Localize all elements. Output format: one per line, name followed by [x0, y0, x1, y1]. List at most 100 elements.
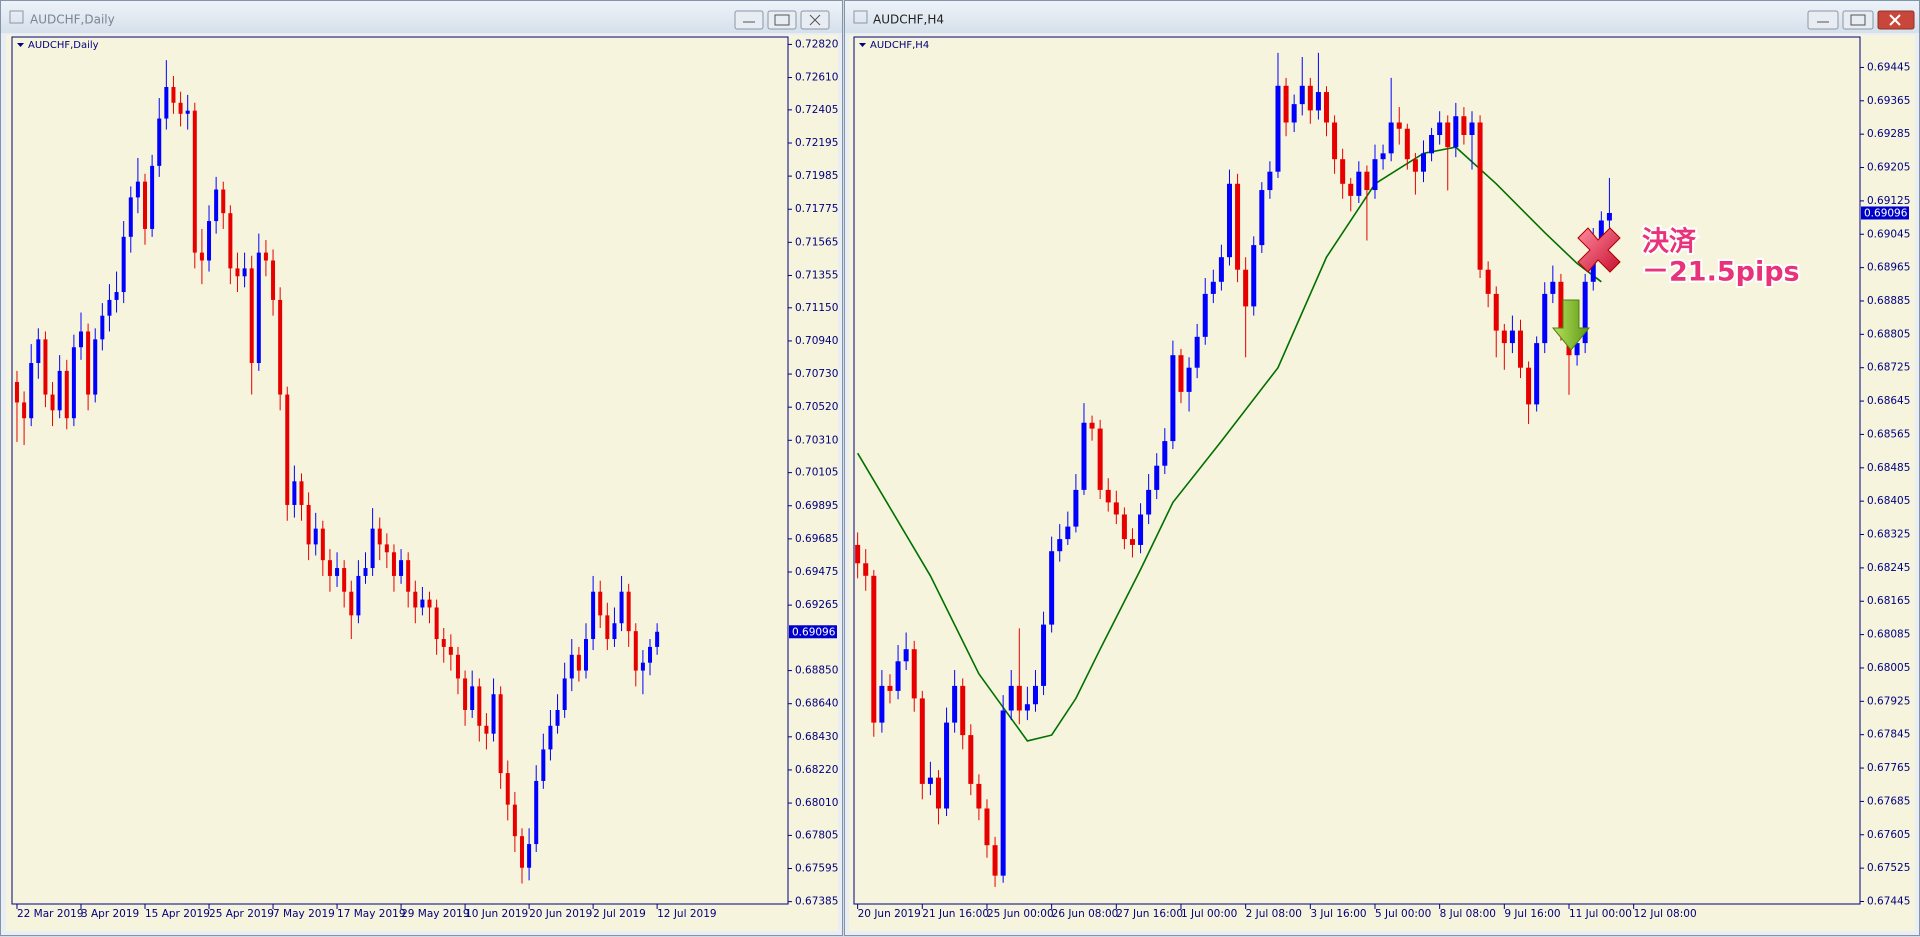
candle-body	[1041, 624, 1047, 686]
candle-body	[299, 481, 304, 505]
minimize-button[interactable]	[1807, 10, 1839, 30]
x-tick-label: 10 Jun 2019	[465, 908, 528, 920]
candle-body	[1332, 122, 1338, 160]
candle-body	[399, 560, 404, 576]
candle-body	[363, 568, 368, 576]
candle-body	[377, 528, 382, 545]
candle-body	[1469, 122, 1475, 136]
window-title: AUDCHF,H4	[873, 13, 944, 27]
candle-body	[214, 189, 219, 222]
x-tick-label: 27 Jun 16:00	[1116, 908, 1183, 920]
price-label: 0.69096	[792, 626, 836, 638]
candle-body	[1154, 465, 1160, 490]
candle-body	[984, 808, 990, 846]
candle-body	[263, 252, 268, 261]
candle-body	[1526, 367, 1532, 405]
price-label: 0.69096	[1864, 207, 1908, 219]
candle-body	[1364, 171, 1370, 191]
x-tick-label: 1 Jul 00:00	[1181, 908, 1237, 920]
price-label-box	[789, 625, 837, 639]
candle-body	[1194, 336, 1200, 368]
down-arrow-icon	[1551, 299, 1591, 351]
candle-body	[121, 236, 126, 293]
candle-body	[655, 631, 660, 647]
y-tick-label: 0.67525	[1867, 862, 1910, 874]
y-tick-label: 0.67595	[795, 863, 838, 875]
candle-body	[455, 654, 460, 679]
candle-body	[1275, 85, 1281, 172]
candle-body	[171, 86, 176, 103]
y-tick-label: 0.69895	[795, 500, 838, 512]
x-tick-label: 5 Jul 00:00	[1375, 908, 1431, 920]
candle-body	[1032, 685, 1038, 705]
candle-body	[484, 725, 489, 734]
candle-body	[1267, 171, 1273, 191]
y-tick-label: 0.69365	[1867, 95, 1910, 107]
y-tick-label: 0.71565	[795, 236, 838, 248]
candle-body	[86, 331, 91, 395]
y-tick-label: 0.69045	[1867, 228, 1910, 240]
candle-body	[29, 363, 34, 419]
y-tick-label: 0.69285	[1867, 128, 1910, 140]
x-tick-label: 2 Jul 08:00	[1246, 908, 1302, 920]
x-tick-label: 7 May 2019	[273, 908, 335, 920]
maximize-button[interactable]	[1842, 10, 1874, 30]
candle-body	[306, 504, 311, 545]
candle-body	[1121, 514, 1127, 540]
y-tick-label: 0.68245	[1867, 562, 1910, 574]
candle-body	[1558, 281, 1564, 331]
candle-body	[93, 339, 98, 395]
candle-body	[887, 685, 893, 691]
candle-body	[1380, 153, 1386, 160]
y-tick-label: 0.70730	[795, 368, 838, 380]
y-tick-label: 0.67805	[795, 829, 838, 841]
candle-body	[434, 607, 439, 640]
candle-body	[1259, 190, 1265, 246]
title-bar	[845, 1, 1919, 33]
candle-body	[1008, 685, 1014, 711]
minimize-button[interactable]	[734, 10, 764, 30]
candle-body	[207, 221, 212, 261]
candle-body	[1420, 153, 1426, 172]
close-icon	[1577, 227, 1621, 273]
title-bar	[1, 1, 842, 33]
candle-body	[22, 402, 27, 419]
candle-body	[1477, 122, 1483, 270]
y-tick-label: 0.68850	[795, 665, 838, 677]
maximize-button[interactable]	[767, 10, 797, 30]
y-tick-label: 0.69685	[795, 533, 838, 545]
candle-body	[36, 339, 41, 364]
candle-body	[285, 394, 290, 505]
x-tick-label: 26 Jun 08:00	[1052, 908, 1119, 920]
candle-body	[1081, 422, 1087, 490]
y-tick-label: 0.70940	[795, 335, 838, 347]
candle-body	[57, 370, 62, 411]
candle-body	[527, 844, 532, 868]
candle-body	[626, 591, 631, 632]
y-tick-label: 0.68725	[1867, 362, 1910, 374]
y-tick-label: 0.71150	[795, 302, 838, 314]
candle-body	[107, 299, 112, 316]
y-tick-label: 0.68165	[1867, 595, 1910, 607]
candle-body	[548, 725, 553, 750]
x-tick-label: 15 Apr 2019	[145, 908, 210, 920]
candle-body	[927, 777, 933, 784]
candle-body	[221, 189, 226, 214]
candle-body	[1501, 330, 1507, 344]
candle-body	[463, 678, 468, 711]
candle-body	[992, 845, 998, 876]
y-tick-label: 0.72195	[795, 137, 838, 149]
x-tick-label: 8 Jul 08:00	[1440, 908, 1496, 920]
window-button-glyphs	[743, 14, 821, 26]
y-tick-label: 0.68645	[1867, 395, 1910, 407]
annotation: －21.5pips	[1642, 257, 1800, 288]
candle-body	[640, 662, 645, 671]
candle-body	[976, 783, 982, 809]
candle-body	[150, 165, 155, 229]
candle-body	[1291, 104, 1297, 123]
window-icon	[9, 10, 24, 24]
candle-body	[591, 591, 596, 640]
candle-body	[242, 268, 247, 277]
candle-body	[633, 631, 638, 671]
window-button-glyphs	[1817, 14, 1866, 26]
